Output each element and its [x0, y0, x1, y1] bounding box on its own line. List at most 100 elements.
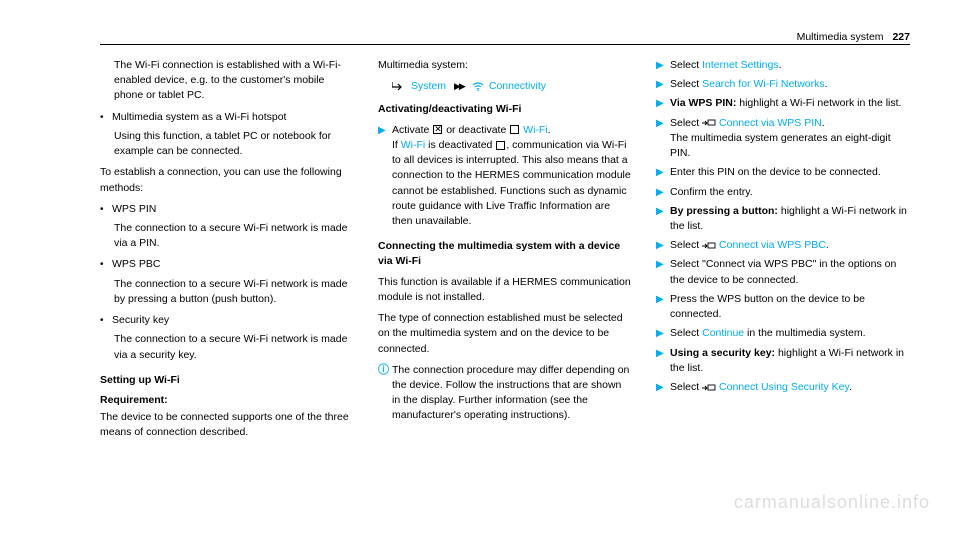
by-pressing-label: By pressing a button: [670, 205, 778, 217]
bullet-dot-icon: • [100, 313, 112, 328]
info-note: ⓘ The connection procedure may differ de… [378, 363, 632, 424]
select-label: Select [670, 78, 702, 90]
checkbox-empty-icon [510, 125, 519, 134]
activate-t5: , communication via Wi-Fi to all devices… [392, 139, 631, 227]
sec-key-desc: The connection to a secure Wi-Fi network… [114, 332, 354, 362]
requirement-title: Requirement: [100, 393, 354, 408]
step-enter-pin: ▶ Enter this PIN on the device to be con… [656, 165, 910, 180]
step-via-wps-pin: ▶ Via WPS PIN: highlight a Wi-Fi network… [656, 96, 910, 111]
header-divider [100, 44, 910, 45]
bullet-wps-pbc: • WPS PBC [100, 257, 354, 272]
step-arrow-icon: ▶ [656, 326, 670, 341]
bullet-dot-icon: • [100, 202, 112, 217]
continue-desc: in the multimedia system. [744, 327, 865, 339]
mm-system-label: Multimedia system: [378, 58, 632, 73]
using-key-label: Using a security key: [670, 347, 775, 359]
activate-t1: Activate [392, 124, 432, 136]
wps-pin-title: WPS PIN [112, 202, 354, 217]
via-wps-pin-label: Via WPS PIN: [670, 97, 736, 109]
step-arrow-icon: ▶ [656, 185, 670, 200]
select-label: Select [670, 239, 702, 251]
bullet-dot-icon: • [100, 257, 112, 272]
step-activate: ▶ Activate or deactivate Wi-Fi. If Wi-Fi… [378, 123, 632, 230]
step-arrow-icon: ▶ [656, 165, 670, 180]
info-icon: ⓘ [378, 363, 392, 424]
step-arrow-icon: ▶ [656, 257, 670, 287]
via-wps-pin-desc: highlight a Wi-Fi network in the list. [736, 97, 901, 109]
connect-wps-pbc-link: Connect via WPS PBC [719, 239, 826, 251]
hotspot-desc: Using this function, a tablet PC or note… [114, 129, 354, 159]
step-connect-wps-pbc: ▶ Select Connect via WPS PBC. [656, 238, 910, 253]
activate-wifi2-link: Wi-Fi [401, 139, 426, 151]
wifi-icon [472, 82, 484, 92]
bullet-security-key: • Security key [100, 313, 354, 328]
type-desc: The type of connection established must … [378, 311, 632, 357]
checkbox-empty-icon [496, 141, 505, 150]
breadcrumb-arrow-icon [392, 82, 406, 92]
enter-pin-text: Enter this PIN on the device to be conne… [670, 165, 910, 180]
step-select-search: ▶ Select Search for Wi-Fi Networks. [656, 77, 910, 92]
step-arrow-icon: ▶ [656, 116, 670, 162]
hotspot-title: Multimedia system as a Wi-Fi hotspot [112, 110, 354, 125]
content-columns: The Wi-Fi connection is established with… [100, 58, 910, 447]
connect-sec-key-link: Connect Using Security Key [719, 381, 849, 393]
step-arrow-icon: ▶ [656, 238, 670, 253]
step-arrow-icon: ▶ [656, 292, 670, 322]
watermark: carmanualsonline.info [734, 489, 930, 515]
info-content: The connection procedure may differ depe… [392, 363, 632, 424]
sec-key-title: Security key [112, 313, 354, 328]
step-arrow-icon: ▶ [656, 77, 670, 92]
bc-system: System [411, 79, 446, 94]
activate-if: If [392, 139, 401, 151]
pin-desc: The multimedia system generates an eight… [670, 132, 891, 159]
select-label: Select [670, 117, 702, 129]
step-by-pressing: ▶ By pressing a button: highlight a Wi-F… [656, 204, 910, 234]
establish-text: To establish a connection, you can use t… [100, 165, 354, 195]
wps-pbc-title: WPS PBC [112, 257, 354, 272]
activate-t4: is deactivated [425, 139, 495, 151]
step-arrow-icon: ▶ [656, 204, 670, 234]
connect-icon [702, 118, 716, 127]
header-section: Multimedia system [797, 31, 884, 43]
continue-link: Continue [702, 327, 744, 339]
bullet-hotspot: • Multimedia system as a Wi-Fi hotspot [100, 110, 354, 125]
select-label: Select [670, 59, 702, 71]
connecting-desc: This function is available if a HERMES c… [378, 275, 632, 305]
step-arrow-icon: ▶ [656, 346, 670, 376]
step-select-internet: ▶ Select Internet Settings. [656, 58, 910, 73]
activate-content: Activate or deactivate Wi-Fi. If Wi-Fi i… [392, 123, 632, 230]
column-2: Multimedia system: System ▶▶ Connectivit… [378, 58, 632, 447]
connecting-title: Connecting the multimedia system with a … [378, 239, 632, 269]
internet-settings-link: Internet Settings [702, 59, 778, 71]
forward-icon: ▶▶ [454, 80, 464, 93]
column-1: The Wi-Fi connection is established with… [100, 58, 354, 447]
connect-icon [702, 241, 716, 250]
connect-icon [702, 383, 716, 392]
checkbox-checked-icon [433, 125, 442, 134]
step-press-wps: ▶ Press the WPS button on the device to … [656, 292, 910, 322]
bullet-wps-pin: • WPS PIN [100, 202, 354, 217]
step-connect-sec-key: ▶ Select Connect Using Security Key. [656, 380, 910, 395]
activate-t3: . [548, 124, 551, 136]
page-header: Multimedia system 227 [797, 30, 910, 45]
requirement-desc: The device to be connected supports one … [100, 410, 354, 440]
activating-title: Activating/deactivating Wi-Fi [378, 102, 632, 117]
activate-wifi-link: Wi-Fi [523, 124, 548, 136]
search-networks-link: Search for Wi-Fi Networks [702, 78, 825, 90]
step-using-key: ▶ Using a security key: highlight a Wi-F… [656, 346, 910, 376]
activate-t2: or deactivate [443, 124, 509, 136]
column-3: ▶ Select Internet Settings. ▶ Select Sea… [656, 58, 910, 447]
wifi-intro: The Wi-Fi connection is established with… [114, 58, 354, 104]
step-continue: ▶ Select Continue in the multimedia syst… [656, 326, 910, 341]
breadcrumb-nav: System ▶▶ Connectivity [392, 79, 632, 94]
step-arrow-icon: ▶ [656, 58, 670, 73]
step-arrow-icon: ▶ [656, 380, 670, 395]
wps-pin-desc: The connection to a secure Wi-Fi network… [114, 221, 354, 251]
bullet-dot-icon: • [100, 110, 112, 125]
step-confirm: ▶ Confirm the entry. [656, 185, 910, 200]
select-pbc-option-text: Select "Connect via WPS PBC" in the opti… [670, 257, 910, 287]
step-arrow-icon: ▶ [656, 96, 670, 111]
step-connect-wps-pin: ▶ Select Connect via WPS PIN. The multim… [656, 116, 910, 162]
bc-connectivity: Connectivity [489, 79, 546, 94]
select-label: Select [670, 381, 702, 393]
